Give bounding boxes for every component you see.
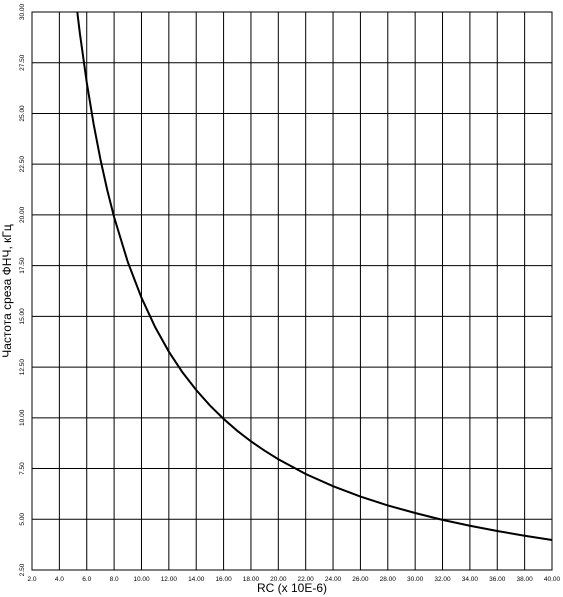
y-tick-labels: 2.50 5.00 7.50 10.00 12.50 15.00 17.50 20.00 22.… — [19, 3, 26, 576]
y-tick-label: 30.00 — [19, 3, 26, 20]
x-tick-label: 22.00 — [298, 576, 315, 583]
x-tick-label: 30.00 — [407, 576, 424, 583]
x-tick-label: 16.00 — [215, 576, 232, 583]
x-tick-label: 34.00 — [462, 576, 479, 583]
y-tick-label: 20.00 — [19, 206, 26, 223]
y-tick-label: 7.50 — [19, 462, 26, 475]
y-tick-label: 27.50 — [19, 54, 26, 71]
x-tick-label: 32.00 — [434, 576, 451, 583]
x-tick-label: 36.00 — [489, 576, 506, 583]
y-tick-label: 10.00 — [19, 409, 26, 426]
y-axis-label: Частота среза ФНЧ, кГц — [0, 224, 14, 358]
y-tick-label: 17.50 — [19, 257, 26, 274]
x-tick-label: 4.0 — [55, 576, 64, 583]
x-tick-label: 28.00 — [380, 576, 397, 583]
y-tick-label: 2.50 — [19, 563, 26, 576]
x-axis-label: RC (x 10E-6) — [257, 581, 327, 595]
x-tick-label: 8.0 — [110, 576, 119, 583]
x-tick-label: 18.00 — [243, 576, 260, 583]
y-tick-label: 25.00 — [19, 105, 26, 122]
y-tick-label: 15.00 — [19, 308, 26, 325]
series-line — [76, 11, 553, 541]
x-tick-label: 6.0 — [82, 576, 91, 583]
y-tick-label: 5.00 — [19, 513, 26, 526]
y-tick-label: 22.50 — [19, 156, 26, 173]
x-tick-label: 24.00 — [325, 576, 342, 583]
grid — [31, 11, 553, 571]
x-tick-labels: 2.0 4.0 6.0 8.0 10.00 12.00 14.00 16.00 18.00 20.… — [27, 576, 560, 583]
y-tick-label: 12.50 — [19, 359, 26, 376]
x-tick-label: 38.00 — [516, 576, 533, 583]
x-tick-label: 12.00 — [161, 576, 178, 583]
x-tick-label: 2.0 — [27, 576, 36, 583]
x-tick-label: 26.00 — [352, 576, 369, 583]
x-tick-label: 20.00 — [270, 576, 287, 583]
x-tick-label: 40.00 — [544, 576, 561, 583]
x-tick-label: 14.00 — [188, 576, 205, 583]
x-tick-label: 10.00 — [133, 576, 150, 583]
plot-area — [31, 11, 553, 571]
